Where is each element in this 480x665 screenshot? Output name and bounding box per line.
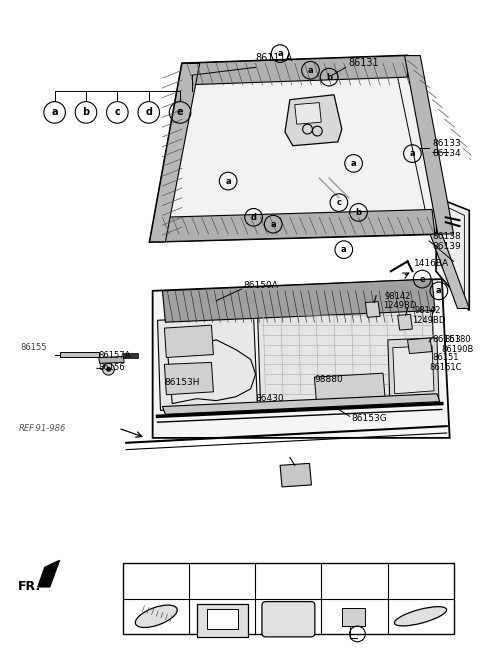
Text: a: a bbox=[277, 49, 283, 58]
Text: 97257U: 97257U bbox=[214, 577, 249, 585]
Polygon shape bbox=[165, 325, 214, 358]
Text: 86430: 86430 bbox=[255, 394, 284, 403]
Text: 86133: 86133 bbox=[432, 139, 461, 148]
Polygon shape bbox=[280, 464, 312, 487]
Text: d: d bbox=[331, 577, 337, 585]
Polygon shape bbox=[342, 608, 365, 626]
FancyBboxPatch shape bbox=[123, 563, 454, 634]
Polygon shape bbox=[157, 317, 258, 410]
Text: 86190B: 86190B bbox=[442, 345, 474, 354]
Text: 86131: 86131 bbox=[348, 59, 379, 68]
Text: FR.: FR. bbox=[18, 581, 41, 593]
Text: e: e bbox=[397, 577, 403, 585]
Text: 86156: 86156 bbox=[99, 363, 125, 372]
FancyBboxPatch shape bbox=[262, 602, 315, 637]
Text: a: a bbox=[351, 159, 357, 168]
Text: 98880: 98880 bbox=[314, 374, 343, 384]
Text: 86150A: 86150A bbox=[244, 281, 279, 291]
Circle shape bbox=[106, 367, 111, 372]
Polygon shape bbox=[60, 352, 99, 358]
Polygon shape bbox=[365, 302, 380, 317]
Text: a: a bbox=[133, 577, 139, 585]
Text: 87115J: 87115J bbox=[412, 577, 444, 585]
Polygon shape bbox=[393, 346, 434, 394]
Text: 98142: 98142 bbox=[414, 306, 441, 315]
Polygon shape bbox=[99, 356, 124, 363]
Polygon shape bbox=[408, 338, 432, 354]
Polygon shape bbox=[388, 338, 439, 402]
Text: 86139: 86139 bbox=[432, 242, 461, 251]
Text: a: a bbox=[409, 149, 415, 158]
Polygon shape bbox=[157, 209, 435, 242]
Text: d: d bbox=[251, 213, 257, 222]
Polygon shape bbox=[436, 198, 469, 311]
Text: a: a bbox=[51, 108, 58, 118]
Text: 86124D: 86124D bbox=[148, 577, 183, 585]
Text: a: a bbox=[308, 66, 313, 74]
Text: 86155: 86155 bbox=[20, 343, 47, 352]
Text: b: b bbox=[356, 208, 361, 217]
Text: 86153G: 86153G bbox=[352, 414, 387, 423]
Text: a: a bbox=[270, 219, 276, 229]
Polygon shape bbox=[162, 279, 435, 323]
FancyBboxPatch shape bbox=[207, 609, 238, 629]
Polygon shape bbox=[153, 279, 450, 438]
Polygon shape bbox=[150, 56, 442, 242]
Polygon shape bbox=[258, 303, 435, 404]
Polygon shape bbox=[405, 56, 454, 234]
Text: b: b bbox=[326, 72, 332, 82]
Text: 1416BA: 1416BA bbox=[414, 259, 449, 268]
Text: 98142: 98142 bbox=[385, 292, 411, 301]
Text: a: a bbox=[225, 176, 231, 186]
Text: a: a bbox=[436, 287, 442, 295]
Polygon shape bbox=[162, 394, 440, 414]
Text: 86157A: 86157A bbox=[99, 351, 131, 360]
Polygon shape bbox=[150, 63, 200, 242]
Text: c: c bbox=[336, 198, 341, 207]
Text: REF.91-986: REF.91-986 bbox=[18, 424, 66, 432]
Polygon shape bbox=[398, 315, 412, 330]
Text: c: c bbox=[114, 108, 120, 118]
Text: b: b bbox=[199, 577, 205, 585]
Text: 86153: 86153 bbox=[432, 335, 461, 344]
Text: 1249BD: 1249BD bbox=[412, 316, 446, 325]
Text: e: e bbox=[420, 275, 425, 283]
Polygon shape bbox=[38, 561, 60, 587]
Text: 86153H: 86153H bbox=[165, 378, 200, 386]
Text: 86161C: 86161C bbox=[429, 363, 462, 372]
Circle shape bbox=[103, 363, 114, 375]
Polygon shape bbox=[165, 362, 214, 395]
Text: b: b bbox=[83, 108, 90, 118]
Ellipse shape bbox=[135, 605, 177, 628]
Polygon shape bbox=[430, 234, 469, 309]
Polygon shape bbox=[314, 373, 385, 400]
Polygon shape bbox=[285, 95, 342, 146]
Text: 86115: 86115 bbox=[280, 577, 309, 585]
Text: 86134: 86134 bbox=[432, 149, 461, 158]
Polygon shape bbox=[182, 56, 408, 85]
Text: d: d bbox=[145, 108, 152, 118]
Text: 86180: 86180 bbox=[445, 335, 471, 344]
Text: 86111A: 86111A bbox=[255, 53, 293, 63]
Text: 86115B: 86115B bbox=[346, 577, 381, 585]
Polygon shape bbox=[123, 352, 138, 358]
Text: 1249BD: 1249BD bbox=[383, 301, 416, 310]
FancyBboxPatch shape bbox=[197, 604, 248, 637]
Text: 86151: 86151 bbox=[432, 353, 458, 362]
Text: 86138: 86138 bbox=[432, 233, 461, 241]
Text: a: a bbox=[341, 245, 347, 254]
Ellipse shape bbox=[395, 606, 447, 626]
Text: c: c bbox=[265, 577, 271, 585]
Text: e: e bbox=[177, 108, 183, 118]
Polygon shape bbox=[295, 102, 321, 124]
